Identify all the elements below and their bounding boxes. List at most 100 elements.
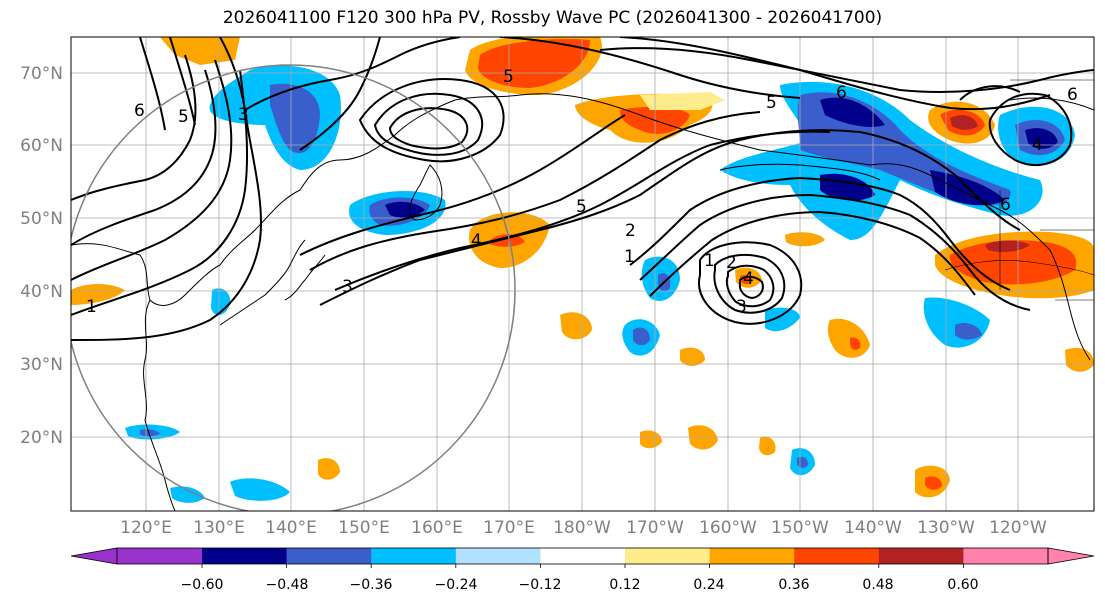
map-frame bbox=[70, 36, 1095, 512]
colorbar-tick-label: 0.48 bbox=[862, 577, 893, 593]
anomaly-negative bbox=[385, 201, 425, 218]
contour-label: 4 bbox=[471, 231, 482, 251]
colorbar-tick-label: −0.48 bbox=[266, 577, 309, 593]
contour-label: 5 bbox=[503, 67, 514, 87]
anomaly-negative bbox=[633, 327, 650, 346]
colorbar-tick-label: −0.60 bbox=[181, 577, 224, 593]
colorbar-tick-label: −0.12 bbox=[519, 577, 562, 593]
colorbar-swatch bbox=[202, 548, 288, 564]
anomaly-positive bbox=[640, 92, 725, 110]
colorbar-swatch bbox=[878, 548, 964, 564]
map-title: 2026041100 F120 300 hPa PV, Rossby Wave … bbox=[222, 8, 883, 28]
shaded-anomalies bbox=[71, 37, 1094, 503]
anomaly-negative bbox=[170, 486, 205, 503]
anomaly-positive bbox=[478, 38, 590, 88]
anomaly-positive bbox=[640, 430, 662, 449]
colorbar-swatch bbox=[286, 548, 372, 564]
contour-label: 1 bbox=[704, 251, 715, 271]
colorbar-swatch bbox=[540, 548, 626, 564]
latitude-axis: 70°N 60°N 50°N 40°N 30°N 20°N bbox=[20, 64, 63, 448]
colorbar-tick-label: 0.12 bbox=[609, 577, 640, 593]
anomaly-negative bbox=[820, 97, 885, 127]
colorbar-extend-low bbox=[70, 547, 118, 565]
colorbar-tick-label: 0.24 bbox=[693, 577, 724, 593]
contour-label: 5 bbox=[178, 107, 189, 127]
anomaly-positive bbox=[160, 37, 240, 65]
lat-label: 20°N bbox=[20, 428, 63, 448]
lon-label: 160°W bbox=[699, 518, 757, 538]
contour-label: 2 bbox=[625, 221, 636, 241]
anomaly-negative bbox=[1025, 128, 1058, 149]
anomaly-positive bbox=[950, 115, 978, 130]
anomaly-positive bbox=[680, 347, 705, 366]
colorbar-extend-high bbox=[1047, 547, 1095, 565]
colorbar-frame bbox=[116, 547, 1049, 565]
lon-label: 130°E bbox=[193, 518, 245, 538]
anomaly-positive bbox=[490, 234, 525, 247]
anomaly-positive bbox=[688, 425, 718, 450]
pv-contours bbox=[71, 37, 1094, 341]
colorbar-swatch bbox=[371, 548, 457, 564]
lon-label: 180°W bbox=[553, 518, 611, 538]
colorbar-labels: −0.60 −0.48 −0.36 −0.24 −0.12 0.12 0.24 … bbox=[181, 577, 979, 593]
lon-label: 170°E bbox=[483, 518, 535, 538]
lon-label: 140°E bbox=[265, 518, 317, 538]
lat-label: 60°N bbox=[20, 136, 63, 156]
anomaly-negative bbox=[765, 307, 800, 332]
colorbar-tick-label: 0.36 bbox=[778, 577, 809, 593]
anomaly-positive bbox=[759, 436, 776, 456]
contour-label: 1 bbox=[86, 297, 97, 317]
lon-label: 160°E bbox=[411, 518, 463, 538]
colorbar bbox=[70, 547, 1095, 568]
anomaly-positive bbox=[850, 337, 861, 350]
lon-label: 170°W bbox=[626, 518, 684, 538]
colorbar-swatch bbox=[963, 548, 1048, 564]
lat-label: 70°N bbox=[20, 64, 63, 84]
anomaly-positive bbox=[785, 232, 825, 247]
lon-label: 150°E bbox=[338, 518, 390, 538]
contour-label: 3 bbox=[736, 297, 747, 317]
longitude-axis: 120°E 130°E 140°E 150°E 160°E 170°E 180°… bbox=[120, 518, 1047, 538]
colorbar-tick-label: −0.36 bbox=[350, 577, 393, 593]
contour-label: 4 bbox=[743, 269, 754, 289]
contour-label: 1 bbox=[624, 247, 635, 267]
contour-label: 6 bbox=[1000, 195, 1011, 215]
contour-label: 6 bbox=[836, 83, 847, 103]
contour-label: 3 bbox=[238, 105, 249, 125]
anomaly-positive bbox=[985, 240, 1030, 253]
contour-label: 4 bbox=[1032, 135, 1043, 155]
contour-label: 5 bbox=[766, 93, 777, 113]
lon-label: 120°W bbox=[989, 518, 1047, 538]
lat-label: 50°N bbox=[20, 209, 63, 229]
contour-label-group: 6 5 3 5 6 5 6 4 5 2 1 1 2 4 3 3 1 6 4 bbox=[86, 67, 1078, 317]
anomaly-positive bbox=[71, 284, 125, 305]
coastlines bbox=[71, 79, 1094, 511]
colorbar-swatch bbox=[794, 548, 880, 564]
lon-label: 130°W bbox=[917, 518, 975, 538]
anomaly-positive bbox=[560, 312, 592, 340]
anomaly-negative bbox=[140, 429, 160, 437]
anomaly-negative bbox=[270, 83, 320, 154]
lat-label: 30°N bbox=[20, 355, 63, 375]
contour-label: 6 bbox=[134, 101, 145, 121]
anomaly-negative bbox=[955, 323, 982, 340]
lon-label: 140°W bbox=[844, 518, 902, 538]
contour-label: 2 bbox=[726, 253, 737, 273]
colorbar-swatch bbox=[455, 548, 541, 564]
anomaly-negative bbox=[230, 478, 290, 501]
lat-label: 40°N bbox=[20, 282, 63, 302]
verification-circle bbox=[71, 64, 516, 511]
anomaly-positive bbox=[925, 476, 942, 490]
lon-label: 150°W bbox=[771, 518, 829, 538]
colorbar-tick-label: 0.60 bbox=[947, 577, 978, 593]
colorbar-tick-label: −0.24 bbox=[435, 577, 478, 593]
contour-label: 5 bbox=[576, 197, 587, 217]
contour-label: 3 bbox=[342, 277, 353, 297]
contour-label: 6 bbox=[1067, 85, 1078, 105]
anomaly-positive bbox=[318, 458, 340, 480]
colorbar-swatch bbox=[117, 548, 202, 564]
colorbar-swatch bbox=[625, 548, 711, 564]
colorbar-swatch bbox=[709, 548, 795, 564]
lon-label: 120°E bbox=[120, 518, 172, 538]
